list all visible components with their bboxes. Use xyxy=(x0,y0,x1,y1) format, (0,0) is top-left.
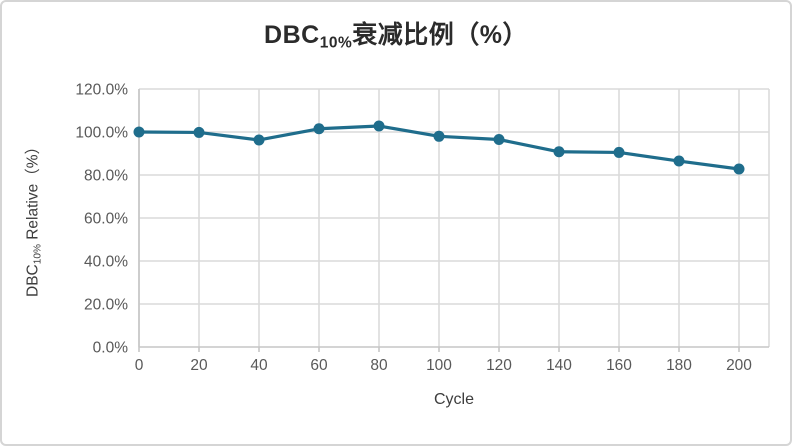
y-axis-title-suffix: Relative（%） xyxy=(24,139,42,245)
x-tick-label: 120 xyxy=(486,357,512,374)
y-axis-title-subscript: 10% xyxy=(32,244,44,265)
y-tick-label: 120.0% xyxy=(75,82,128,99)
chart-title-subscript: 10% xyxy=(319,34,353,52)
x-tick-label: 100 xyxy=(426,357,452,374)
y-axis-title: DBC10% Relative（%） xyxy=(21,139,44,297)
x-axis-title: Cycle xyxy=(433,391,475,408)
data-point xyxy=(313,123,325,135)
y-axis-title-prefix: DBC xyxy=(24,264,42,297)
chart-title: DBC10%衰减比例（%） xyxy=(2,15,790,52)
data-point xyxy=(733,163,745,175)
x-tick-label: 140 xyxy=(546,357,572,374)
y-tick-label: 100.0% xyxy=(75,125,128,142)
data-point xyxy=(193,126,205,138)
data-point xyxy=(133,126,145,138)
data-point xyxy=(433,130,445,142)
x-tick-label: 20 xyxy=(190,357,208,374)
data-point xyxy=(493,134,505,146)
y-tick-label: 60.0% xyxy=(84,211,128,228)
y-tick-label: 0.0% xyxy=(93,340,129,357)
chart-title-suffix: 衰减比例（%） xyxy=(352,21,528,49)
data-point xyxy=(673,155,685,167)
x-tick-label: 200 xyxy=(726,357,752,374)
chart-title-prefix: DBC xyxy=(264,21,320,49)
y-tick-label: 20.0% xyxy=(84,297,128,314)
y-tick-label: 80.0% xyxy=(84,168,128,185)
data-point xyxy=(373,120,385,132)
data-point xyxy=(553,146,565,158)
x-tick-label: 180 xyxy=(666,357,692,374)
x-tick-label: 160 xyxy=(606,357,632,374)
data-point xyxy=(253,134,265,146)
data-point xyxy=(613,146,625,158)
y-tick-label: 40.0% xyxy=(84,254,128,271)
x-tick-label: 60 xyxy=(310,357,328,374)
x-tick-label: 80 xyxy=(370,357,388,374)
x-tick-label: 0 xyxy=(135,357,144,374)
x-tick-label: 40 xyxy=(250,357,268,374)
